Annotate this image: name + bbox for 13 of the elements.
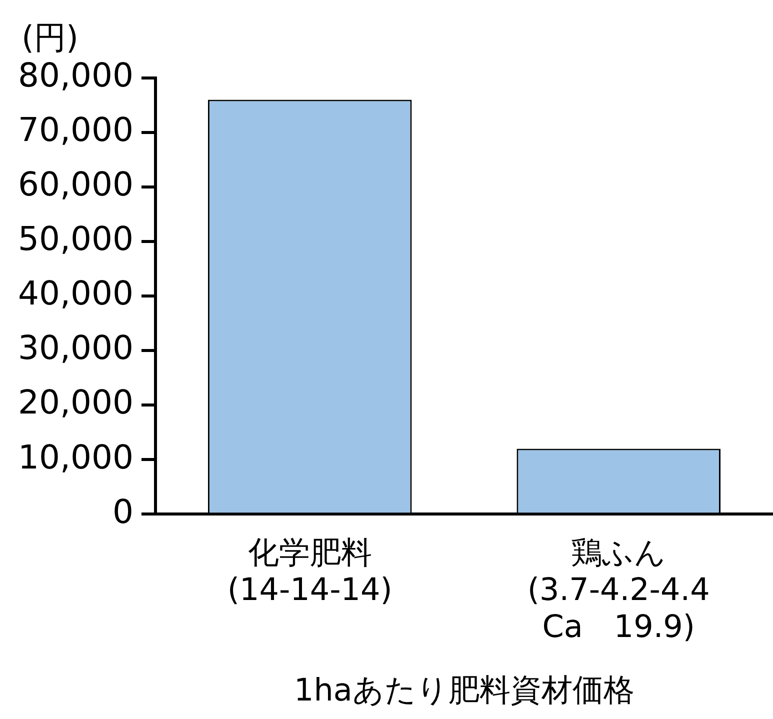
y-tick-label: 30,000: [18, 328, 134, 368]
y-tick-label: 60,000: [18, 164, 134, 204]
y-tick-label: 80,000: [18, 56, 134, 95]
y-tick-label: 40,000: [18, 274, 134, 313]
y-tick-label: 20,000: [18, 382, 134, 422]
y-tick-label: 0: [112, 492, 134, 531]
x-axis-title: 1haあたり肥料資材価格: [294, 672, 634, 708]
y-axis-title: (円): [22, 18, 78, 56]
x-tick-label: 化学肥料 (14-14-14): [227, 534, 392, 608]
x-tick-label: 鶏ふん (3.7-4.2-4.4 Ca 19.9): [527, 534, 710, 646]
y-tick-label: 10,000: [18, 437, 134, 476]
y-tick-label: 70,000: [18, 110, 134, 150]
y-tick-label: 50,000: [18, 219, 134, 258]
